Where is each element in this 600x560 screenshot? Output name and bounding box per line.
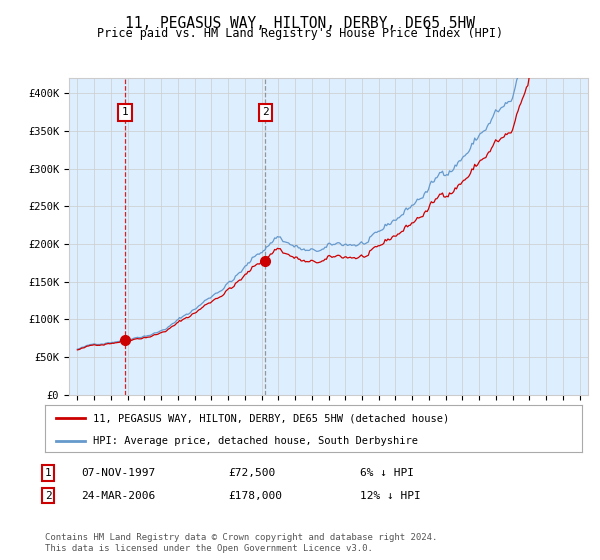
Text: £72,500: £72,500 (228, 468, 275, 478)
Text: Price paid vs. HM Land Registry's House Price Index (HPI): Price paid vs. HM Land Registry's House … (97, 27, 503, 40)
Text: 6% ↓ HPI: 6% ↓ HPI (360, 468, 414, 478)
Text: 12% ↓ HPI: 12% ↓ HPI (360, 491, 421, 501)
Text: Contains HM Land Registry data © Crown copyright and database right 2024.
This d: Contains HM Land Registry data © Crown c… (45, 533, 437, 553)
Text: 2: 2 (262, 108, 269, 117)
Text: 11, PEGASUS WAY, HILTON, DERBY, DE65 5HW: 11, PEGASUS WAY, HILTON, DERBY, DE65 5HW (125, 16, 475, 31)
Text: 1: 1 (44, 468, 52, 478)
Text: £178,000: £178,000 (228, 491, 282, 501)
Text: HPI: Average price, detached house, South Derbyshire: HPI: Average price, detached house, Sout… (94, 436, 418, 446)
Text: 24-MAR-2006: 24-MAR-2006 (81, 491, 155, 501)
Text: 11, PEGASUS WAY, HILTON, DERBY, DE65 5HW (detached house): 11, PEGASUS WAY, HILTON, DERBY, DE65 5HW… (94, 413, 449, 423)
Text: 1: 1 (122, 108, 128, 117)
Text: 07-NOV-1997: 07-NOV-1997 (81, 468, 155, 478)
Text: 2: 2 (44, 491, 52, 501)
